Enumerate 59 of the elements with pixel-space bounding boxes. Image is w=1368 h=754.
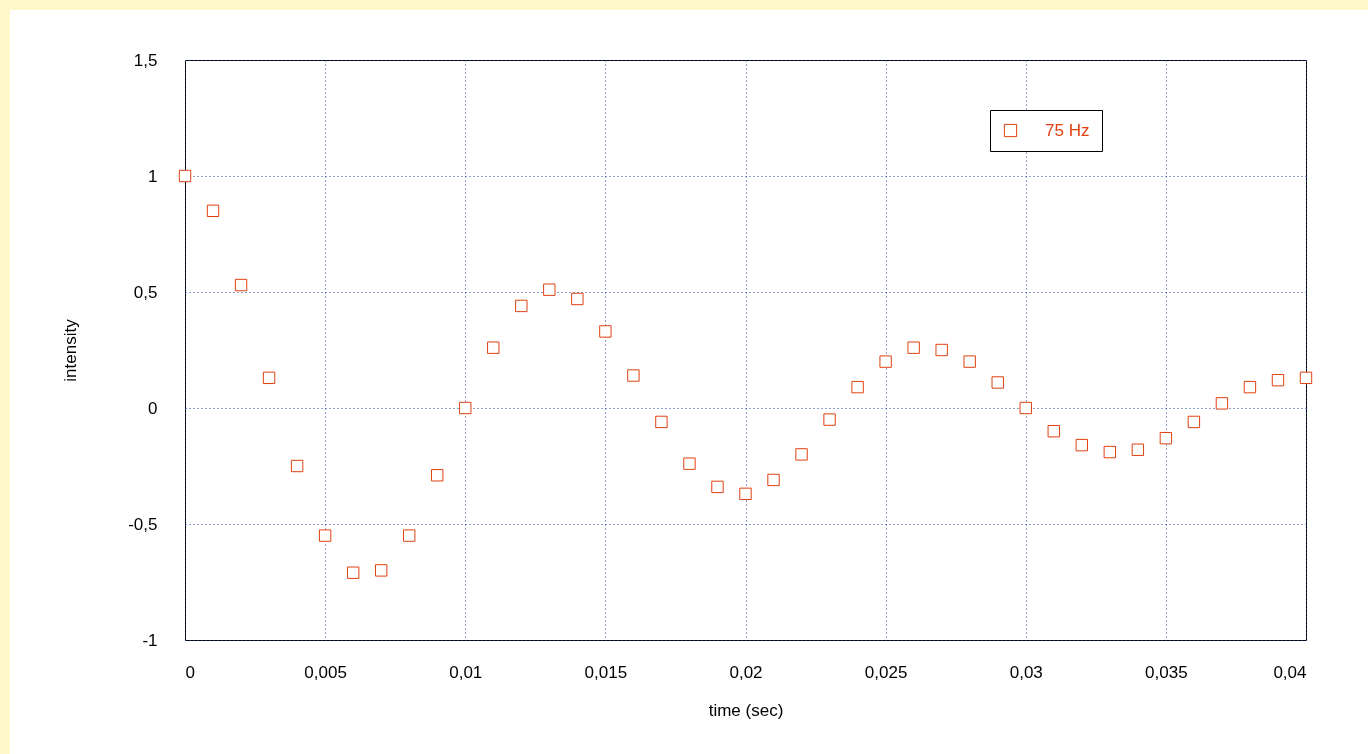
point [403,529,416,542]
x-tick-label: 0,035 [1145,662,1188,682]
legend-label: 75 Hz [1045,120,1090,140]
point [459,401,472,415]
point [1243,380,1257,394]
point [1019,401,1032,415]
point [206,204,220,217]
point [1215,397,1229,410]
point [1131,443,1145,456]
point [879,355,892,368]
point [234,278,248,292]
point [963,355,976,368]
point [739,487,752,501]
x-tick-label: 0,04 [1273,662,1307,682]
point [178,169,192,183]
y-tick-label: 1,5 [133,50,158,70]
point [795,448,808,461]
y-tick-label: -1 [142,630,158,650]
y-tick-label: -0,5 [128,514,158,534]
point [991,376,1004,389]
point [1271,373,1285,387]
point [599,325,612,338]
point [431,469,444,482]
point [374,564,388,577]
point [346,566,360,579]
point [1187,415,1201,429]
x-tick-label: 0,025 [864,662,908,682]
point [1159,431,1173,445]
x-tick-label: 0,015 [584,662,628,682]
point [907,341,920,354]
point [655,415,668,429]
y-tick-label: 1 [148,166,158,186]
y-tick-label: 0,5 [133,282,158,302]
point [851,380,864,394]
point [627,369,640,382]
point [823,413,836,426]
x-tick-label: 0,03 [1009,662,1043,682]
x-tick-label: 0,005 [304,662,347,682]
x-tick-label: 0 [185,662,195,682]
point [543,283,556,296]
point [515,299,528,313]
point [935,343,948,357]
point [262,371,276,385]
y-tick-label: 0 [148,398,158,418]
point [571,292,584,306]
x-tick-label: 0,01 [449,662,483,682]
point [1047,425,1060,438]
point [318,529,332,542]
point [683,457,696,470]
x-axis-title: time (sec) [708,700,784,720]
point [487,341,500,354]
point [1075,438,1088,452]
point [711,480,724,494]
point [1299,371,1313,385]
x-tick-label: 0,02 [729,662,763,682]
point [767,473,780,487]
point [290,459,304,473]
y-axis-title: intensity [61,318,81,382]
point [1103,445,1117,459]
